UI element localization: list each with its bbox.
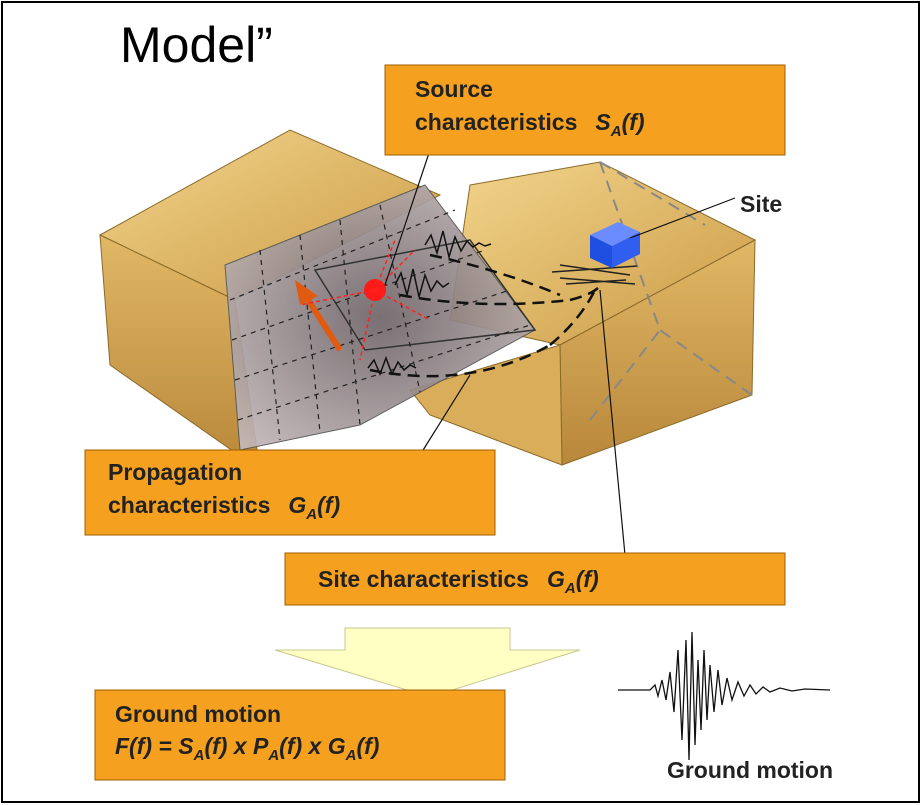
formula-part: (f) x G [279,733,346,759]
site-characteristics-label: Site characteristics GA(f) [318,566,599,597]
source-box [384,64,786,156]
site-characteristics-box [284,552,786,606]
fault-plane [224,184,537,451]
ground-motion-line1: Ground motion [115,701,281,727]
ground-motion-formula: F(f) = SA(f) x PA(f) x GA(f) [115,733,379,764]
source-line1: Source [415,76,493,102]
site-box [590,222,640,268]
left-block [98,129,442,472]
source-line2: characteristics SA(f) [415,109,645,140]
subscript: A [345,747,357,764]
subscript: A [267,747,279,764]
formula-part: (f) x P [204,733,269,759]
ground-motion-box [94,689,506,781]
subscript: A [193,747,205,764]
formula-part: F(f) = S [115,733,194,759]
propagation-line1: Propagation [108,459,242,485]
seismogram [618,631,831,761]
propagation-box [84,449,496,536]
leader-lines [384,149,736,556]
down-arrow [274,627,581,698]
formula-part: (f) [356,733,379,759]
propagation-line2: characteristics GA(f) [108,492,340,523]
site-label: Site [740,191,782,217]
rays [299,230,638,378]
ground-motion-caption: Ground motion [667,757,833,783]
title: Model” [120,17,273,73]
